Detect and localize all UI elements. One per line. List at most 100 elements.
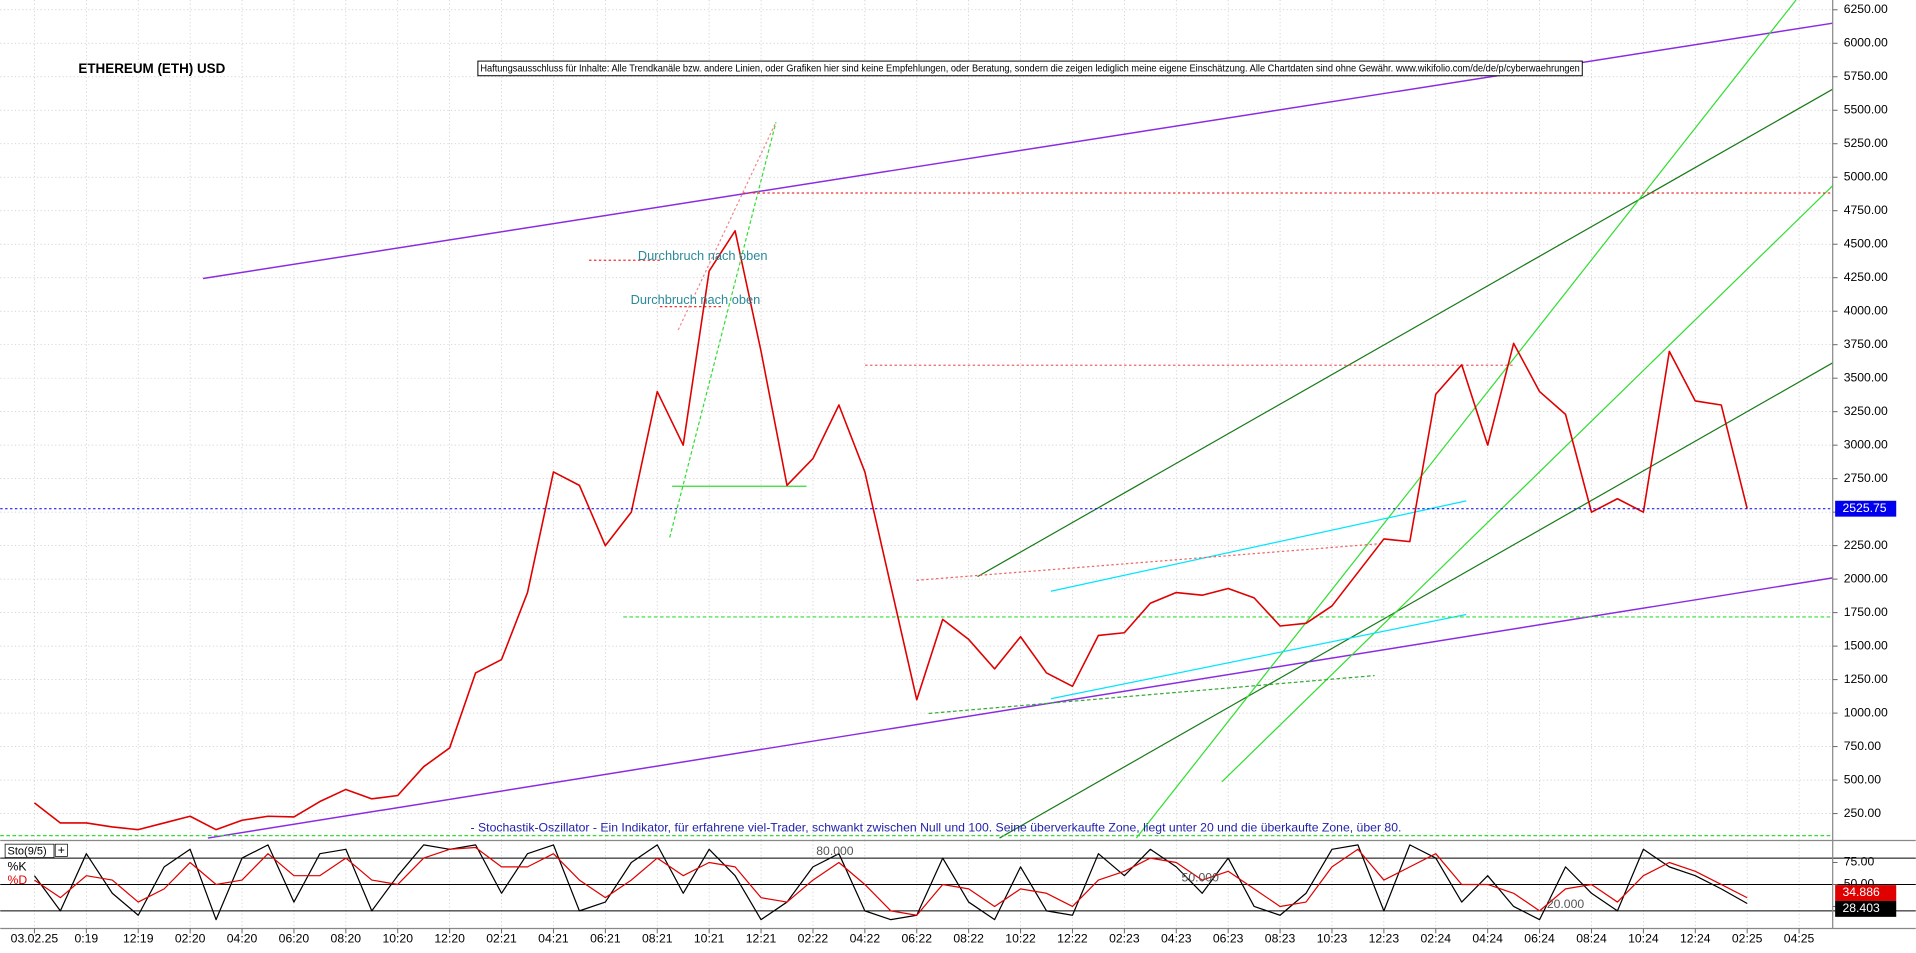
x-tick-label: 08:23 bbox=[1265, 932, 1296, 946]
y-tick-label: 250.00 bbox=[1844, 806, 1882, 820]
x-tick-label: 02:20 bbox=[175, 932, 206, 946]
level-label: 80.000 bbox=[816, 844, 854, 858]
x-tick-label: 02:25 bbox=[1732, 932, 1763, 946]
x-tick-label: 10:21 bbox=[694, 932, 725, 946]
x-tick-label: 04:25 bbox=[1784, 932, 1815, 946]
trend-line bbox=[1050, 613, 1467, 700]
y-tick-label: 750.00 bbox=[1844, 739, 1882, 753]
indicator-title: Sto(9/5) bbox=[8, 845, 47, 857]
y-tick-label: 6000.00 bbox=[1844, 35, 1888, 49]
x-tick-label: 08:22 bbox=[953, 932, 984, 946]
chart-title: ETHEREUM (ETH) USD bbox=[78, 61, 225, 76]
x-tick-label: 12:21 bbox=[746, 932, 777, 946]
y-tick-label: 4750.00 bbox=[1844, 203, 1888, 217]
x-tick-label: 02:22 bbox=[798, 932, 829, 946]
x-tick-label: 0:19 bbox=[74, 932, 98, 946]
note: - Stochastik-Oszillator - Ein Indikator,… bbox=[471, 821, 1402, 834]
annotation: Durchbruch nach oben bbox=[631, 292, 761, 307]
price-line bbox=[33, 230, 1748, 831]
x-tick-label: 04:24 bbox=[1472, 932, 1503, 946]
trend-line bbox=[1221, 185, 1834, 783]
y-tick-label: 4250.00 bbox=[1844, 270, 1888, 284]
oscillator-line bbox=[33, 844, 1748, 921]
x-tick-label: 08:24 bbox=[1576, 932, 1607, 946]
y-tick-label: 75.00 bbox=[1844, 855, 1875, 869]
y-tick-label: 4500.00 bbox=[1844, 236, 1888, 250]
x-tick-label: 04:22 bbox=[850, 932, 881, 946]
last-value-label: 28.403 bbox=[1842, 901, 1880, 915]
x-tick-label: 06:20 bbox=[279, 932, 310, 946]
y-tick-label: 3500.00 bbox=[1844, 370, 1888, 384]
y-tick-label: 5250.00 bbox=[1844, 136, 1888, 150]
y-tick-label: 4000.00 bbox=[1844, 303, 1888, 317]
y-tick-label: 5500.00 bbox=[1844, 102, 1888, 116]
trend-line bbox=[1135, 0, 1797, 839]
legend-label: %K bbox=[8, 860, 27, 874]
trend-line bbox=[1050, 500, 1467, 592]
grid bbox=[0, 0, 1916, 929]
last-value-box bbox=[1835, 900, 1897, 917]
y-tick-label: 5000.00 bbox=[1844, 169, 1888, 183]
x-tick-label: 02:24 bbox=[1421, 932, 1452, 946]
trend-line bbox=[669, 122, 777, 538]
y-tick-label: 2000.00 bbox=[1844, 571, 1888, 585]
x-tick-label: 12:23 bbox=[1369, 932, 1400, 946]
last-price-box bbox=[1835, 500, 1897, 517]
x-tick-label: 03.02.25 bbox=[11, 932, 59, 946]
legend-label: %D bbox=[8, 873, 28, 887]
indicator-title-box bbox=[4, 843, 55, 858]
x-tick-label: 02:21 bbox=[486, 932, 517, 946]
x-tick-label: 06:22 bbox=[901, 932, 932, 946]
last-price-label: 2525.75 bbox=[1842, 501, 1886, 515]
disclaimer-box bbox=[477, 60, 1583, 77]
y-tick-label: 1000.00 bbox=[1844, 705, 1888, 719]
marks bbox=[0, 230, 1833, 921]
x-tick-label: 10:24 bbox=[1628, 932, 1659, 946]
oscillator-line bbox=[34, 846, 1748, 916]
x-tick-label: 10:23 bbox=[1317, 932, 1348, 946]
x-tick-label: 04:23 bbox=[1161, 932, 1192, 946]
trend-line bbox=[677, 121, 777, 331]
y-tick-label: 2250.00 bbox=[1844, 538, 1888, 552]
level-label: 50.000 bbox=[1182, 871, 1220, 885]
annotation: Durchbruch nach oben bbox=[638, 248, 768, 263]
y-tick-label: 5750.00 bbox=[1844, 69, 1888, 83]
x-tick-label: 10:22 bbox=[1005, 932, 1036, 946]
level-label: 20.000 bbox=[1547, 897, 1585, 911]
y-tick-label: 6250.00 bbox=[1844, 2, 1888, 16]
expand-button[interactable] bbox=[54, 843, 68, 857]
disclaimer: Haftungsausschluss für Inhalte: Alle Tre… bbox=[480, 64, 1579, 75]
x-tick-label: 12:20 bbox=[434, 932, 465, 946]
x-tick-label: 06:21 bbox=[590, 932, 621, 946]
expand-icon: + bbox=[58, 843, 65, 857]
x-tick-label: 04:20 bbox=[227, 932, 258, 946]
y-tick-label: 3250.00 bbox=[1844, 404, 1888, 418]
trend-line bbox=[916, 543, 1381, 581]
trend-line bbox=[928, 674, 1375, 715]
y-tick-label: 3000.00 bbox=[1844, 437, 1888, 451]
y-tick-label: 1750.00 bbox=[1844, 605, 1888, 619]
x-tick-label: 12:22 bbox=[1057, 932, 1088, 946]
y-tick-label: 500.00 bbox=[1844, 772, 1882, 786]
x-tick-label: 12:19 bbox=[123, 932, 154, 946]
last-value-box bbox=[1835, 885, 1897, 901]
x-tick-label: 08:21 bbox=[642, 932, 673, 946]
x-tick-label: 12:24 bbox=[1680, 932, 1711, 946]
y-tick-label: 2750.00 bbox=[1844, 471, 1888, 485]
y-tick-label: 3750.00 bbox=[1844, 337, 1888, 351]
y-tick-label: 1500.00 bbox=[1844, 638, 1888, 652]
trend-line bbox=[977, 88, 1834, 578]
x-tick-label: 10:20 bbox=[382, 932, 413, 946]
trend-line bbox=[999, 362, 1834, 839]
trend-lines bbox=[0, 0, 1834, 839]
last-value-label: 34.886 bbox=[1842, 885, 1880, 899]
x-tick-label: 08:20 bbox=[331, 932, 362, 946]
x-tick-label: 02:23 bbox=[1109, 932, 1140, 946]
trend-line bbox=[207, 577, 1833, 839]
x-tick-label: 04:21 bbox=[538, 932, 569, 946]
y-tick-label: 1250.00 bbox=[1844, 672, 1888, 686]
x-tick-label: 06:23 bbox=[1213, 932, 1244, 946]
x-tick-label: 06:24 bbox=[1524, 932, 1555, 946]
